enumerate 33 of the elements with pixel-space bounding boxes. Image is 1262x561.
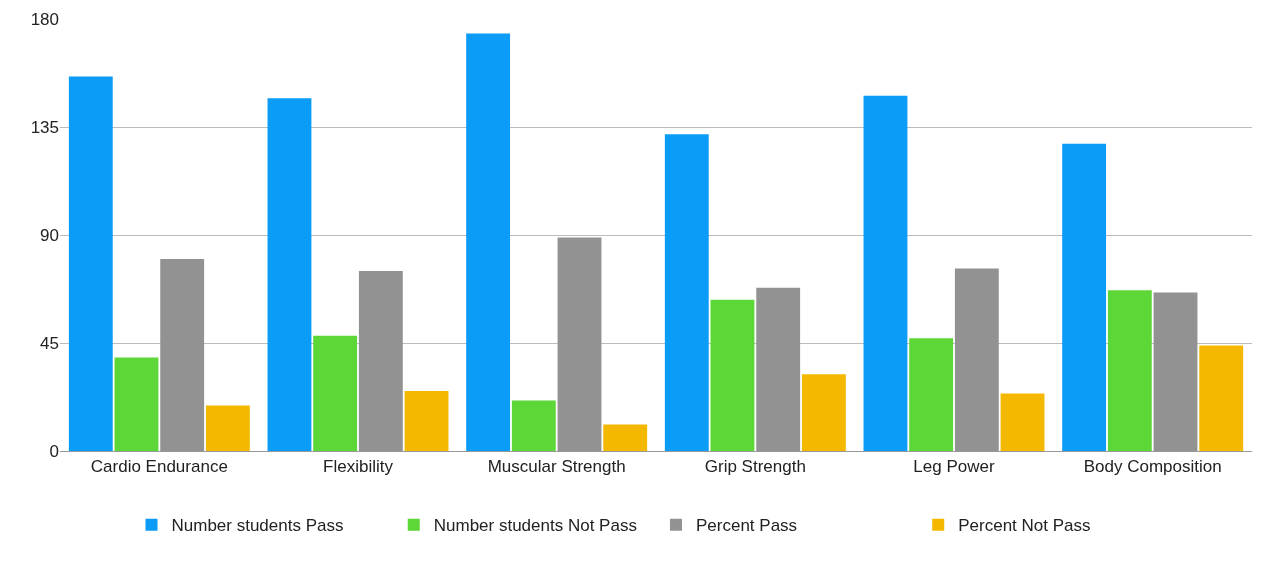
- bar: [710, 299, 755, 451]
- legend-label: Percent Not Pass: [958, 516, 1091, 536]
- x-tick-label: Leg Power: [913, 457, 995, 477]
- bar: [68, 76, 113, 451]
- x-tick-label: Flexibility: [323, 457, 394, 477]
- bar: [1107, 290, 1152, 451]
- bar: [313, 335, 358, 451]
- bar: [1199, 345, 1244, 451]
- bar: [664, 134, 709, 451]
- y-tick-label: 90: [40, 225, 59, 245]
- bar: [511, 400, 556, 451]
- bar: [909, 338, 954, 451]
- bar: [404, 391, 449, 451]
- bar: [801, 374, 846, 451]
- x-tick-label: Muscular Strength: [487, 457, 626, 477]
- bar: [1000, 393, 1045, 451]
- bar: [1062, 143, 1107, 451]
- x-tick-label: Grip Strength: [704, 457, 806, 477]
- bar: [205, 405, 250, 451]
- x-tick-label: Body Composition: [1083, 457, 1222, 477]
- legend-label: Number students Not Pass: [433, 516, 637, 536]
- y-tick-label: 135: [30, 117, 59, 137]
- y-tick-label: 180: [30, 9, 59, 29]
- bar: [466, 33, 511, 451]
- bar: [267, 98, 312, 451]
- bar: [603, 424, 648, 451]
- y-tick-label: 0: [49, 441, 59, 461]
- legend-label: Number students Pass: [171, 516, 344, 536]
- x-tick-label: Cardio Endurance: [90, 457, 228, 477]
- legend-label: Percent Pass: [695, 516, 798, 536]
- y-tick-label: 45: [40, 333, 59, 353]
- bar: [863, 95, 908, 451]
- bar: [114, 357, 159, 451]
